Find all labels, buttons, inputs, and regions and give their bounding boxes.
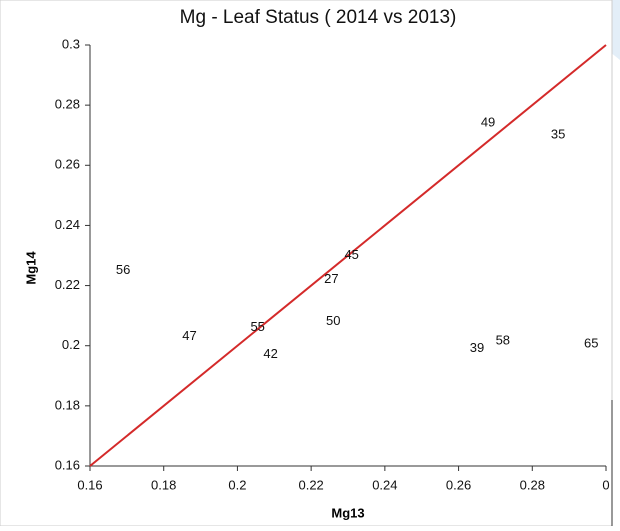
point-label: 42 bbox=[263, 346, 277, 361]
point-label: 49 bbox=[481, 115, 495, 130]
y-tick-label: 0.16 bbox=[55, 457, 80, 472]
x-tick-label: 0.22 bbox=[298, 477, 323, 492]
point-label: 58 bbox=[496, 333, 510, 348]
y-tick-label: 0.2 bbox=[62, 337, 80, 352]
chart-title: Mg - Leaf Status ( 2014 vs 2013) bbox=[180, 7, 457, 28]
y-tick-label: 0.28 bbox=[55, 97, 80, 112]
x-tick-label: 0.2 bbox=[228, 477, 246, 492]
y-tick-label: 0.24 bbox=[55, 217, 80, 232]
y-axis-label: Mg14 bbox=[23, 251, 38, 285]
point-label: 55 bbox=[250, 319, 264, 334]
y-tick-label: 0.3 bbox=[62, 36, 80, 51]
x-tick-label: 0.28 bbox=[520, 477, 545, 492]
y-tick-label: 0.22 bbox=[55, 277, 80, 292]
point-label: 35 bbox=[551, 127, 565, 142]
y-tick-label: 0.18 bbox=[55, 397, 80, 412]
x-axis-label: Mg13 bbox=[331, 505, 364, 520]
point-label: 45 bbox=[344, 247, 358, 262]
x-tick-label: 0.18 bbox=[151, 477, 176, 492]
point-label: 47 bbox=[182, 328, 196, 343]
reference-line bbox=[89, 44, 607, 467]
point-label: 27 bbox=[324, 271, 338, 286]
point-label: 56 bbox=[116, 262, 130, 277]
point-label: 65 bbox=[584, 336, 598, 351]
point-label: 39 bbox=[470, 340, 484, 355]
x-tick-label: 0.26 bbox=[446, 477, 471, 492]
x-tick-label: 0 bbox=[602, 477, 609, 492]
y-tick-label: 0.26 bbox=[55, 157, 80, 172]
point-label: 50 bbox=[326, 313, 340, 328]
x-tick-label: 0.16 bbox=[77, 477, 102, 492]
x-tick-label: 0.24 bbox=[372, 477, 397, 492]
